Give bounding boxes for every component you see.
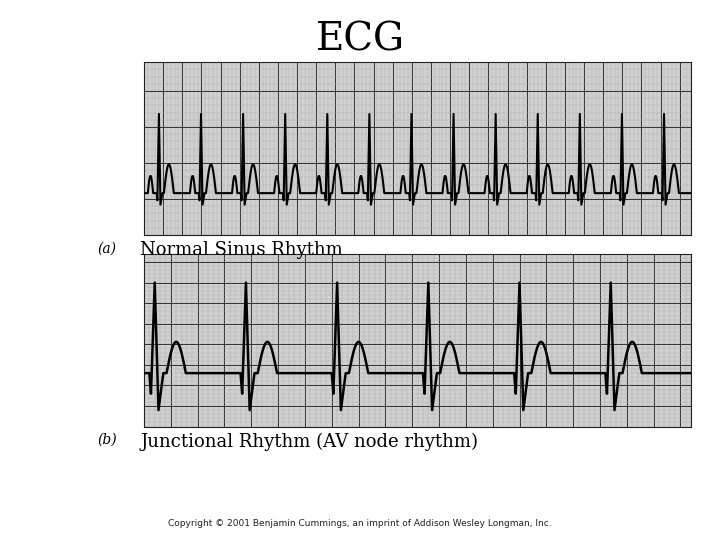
Text: ECG: ECG	[315, 22, 405, 59]
Text: Normal Sinus Rhythm: Normal Sinus Rhythm	[140, 241, 343, 259]
Text: Copyright © 2001 Benjamin Cummings, an imprint of Addison Wesley Longman, Inc.: Copyright © 2001 Benjamin Cummings, an i…	[168, 519, 552, 528]
Text: (b): (b)	[97, 433, 117, 447]
Text: (a): (a)	[97, 241, 116, 255]
Text: Junctional Rhythm (AV node rhythm): Junctional Rhythm (AV node rhythm)	[140, 433, 478, 451]
